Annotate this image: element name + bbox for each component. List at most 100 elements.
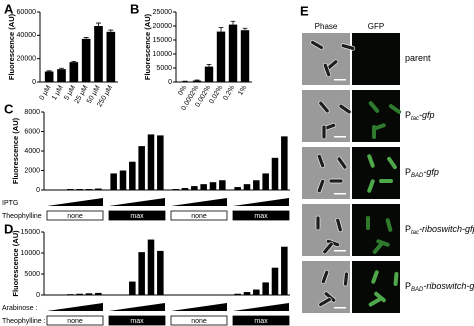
bar bbox=[243, 292, 251, 295]
scale-bar bbox=[334, 307, 346, 309]
gfp-cell bbox=[368, 297, 382, 307]
scale-bar bbox=[334, 250, 346, 252]
column-header: GFP bbox=[368, 22, 384, 31]
bar bbox=[147, 134, 155, 190]
gfp-image bbox=[352, 33, 400, 85]
ramp bbox=[171, 198, 227, 206]
ramp bbox=[233, 198, 289, 206]
bar bbox=[219, 180, 226, 190]
strain-label-part: P bbox=[405, 281, 411, 291]
bar bbox=[191, 186, 198, 190]
treatment-box bbox=[46, 210, 104, 221]
y-tick-label: 15000 bbox=[153, 37, 173, 44]
gfp-cell bbox=[372, 242, 384, 254]
treatment-box-label: max bbox=[130, 318, 144, 325]
bar bbox=[243, 184, 251, 190]
y-axis-label: Fluorescence (AU) bbox=[11, 117, 20, 184]
bar bbox=[44, 71, 54, 82]
ramp bbox=[47, 303, 103, 311]
treatment-box bbox=[170, 210, 228, 221]
gfp-cell bbox=[374, 291, 386, 303]
strain-label-part: -gfp bbox=[423, 167, 439, 177]
ramp bbox=[171, 303, 227, 311]
y-tick-label: 6000 bbox=[24, 128, 40, 135]
treatment-label: Theophylline bbox=[2, 213, 42, 220]
gfp-cell bbox=[367, 154, 375, 168]
x-tick-label: 0% bbox=[177, 84, 188, 96]
bar bbox=[200, 184, 207, 190]
y-axis-label: Fluorescence (AU) bbox=[143, 13, 152, 80]
x-tick-label: 0.2% bbox=[222, 84, 236, 101]
strain-label: Ptac-gfp bbox=[405, 110, 435, 121]
bar bbox=[216, 31, 226, 83]
strain-label-part: P bbox=[405, 110, 411, 120]
panel-letter: A bbox=[4, 1, 14, 16]
scale-bar bbox=[334, 136, 346, 138]
error-bar bbox=[230, 20, 236, 25]
bar bbox=[271, 267, 279, 295]
strain-label: PBAD-gfp bbox=[405, 167, 439, 178]
strain-label-part: BAD bbox=[411, 173, 424, 179]
strain-label: parent bbox=[405, 53, 431, 63]
y-axis-label: Fluorescence (AU) bbox=[11, 230, 20, 297]
cell bbox=[336, 156, 348, 170]
strain-label-part: P bbox=[405, 224, 411, 234]
y-tick-label: 0 bbox=[36, 187, 40, 194]
bar bbox=[95, 188, 102, 190]
y-tick-label: 0 bbox=[32, 79, 36, 86]
scale-bar bbox=[334, 193, 346, 195]
panel-letter: C bbox=[4, 101, 14, 116]
ramp bbox=[47, 198, 103, 206]
treatment-box bbox=[232, 210, 290, 221]
bar bbox=[110, 173, 117, 190]
cell bbox=[328, 178, 344, 184]
bar bbox=[234, 187, 241, 190]
strain-label-part: BAD bbox=[411, 287, 424, 293]
error-bar bbox=[206, 63, 212, 67]
error-bar bbox=[194, 79, 200, 81]
strain-label-part: P bbox=[405, 167, 411, 177]
strain-label-part: -riboswitch-gfp bbox=[419, 224, 474, 234]
cell bbox=[343, 271, 349, 287]
column-header: Phase bbox=[315, 22, 338, 31]
bar bbox=[172, 189, 179, 190]
panel-letter: D bbox=[4, 221, 13, 236]
x-tick-label: 1% bbox=[237, 84, 248, 96]
bar bbox=[228, 24, 238, 83]
error-bar bbox=[108, 29, 114, 32]
gfp-image bbox=[352, 261, 400, 313]
phase-image bbox=[302, 147, 350, 199]
y-axis-label: Fluorescence (AU) bbox=[7, 13, 16, 80]
strain-label-part: -gfp bbox=[419, 110, 435, 120]
bar bbox=[67, 189, 74, 190]
treatment-box bbox=[46, 315, 104, 326]
gfp-cell bbox=[393, 272, 399, 286]
y-tick-label: 0 bbox=[168, 79, 172, 86]
bar bbox=[95, 292, 102, 295]
treatment-label: Arabinose : bbox=[2, 305, 37, 312]
treatment-box bbox=[108, 210, 166, 221]
bar bbox=[138, 252, 145, 295]
bar bbox=[281, 246, 288, 295]
cell bbox=[310, 40, 324, 50]
cell bbox=[322, 241, 334, 255]
panel-letter: B bbox=[130, 1, 139, 16]
bar bbox=[262, 282, 269, 295]
treatment-box-label: none bbox=[191, 318, 207, 325]
cell bbox=[316, 178, 326, 194]
bar bbox=[192, 80, 202, 82]
bar bbox=[181, 188, 189, 190]
scale-bar bbox=[334, 79, 346, 81]
error-bar bbox=[59, 67, 64, 70]
strain-label-part: tac bbox=[411, 116, 419, 122]
bar bbox=[271, 157, 279, 190]
bar bbox=[240, 30, 250, 82]
bar bbox=[129, 281, 136, 295]
error-bar bbox=[83, 37, 89, 39]
error-bar bbox=[218, 27, 224, 32]
gfp-image bbox=[352, 147, 400, 199]
bar bbox=[204, 66, 214, 82]
cell bbox=[320, 269, 330, 285]
phase-image bbox=[302, 33, 350, 85]
cell bbox=[315, 215, 321, 231]
